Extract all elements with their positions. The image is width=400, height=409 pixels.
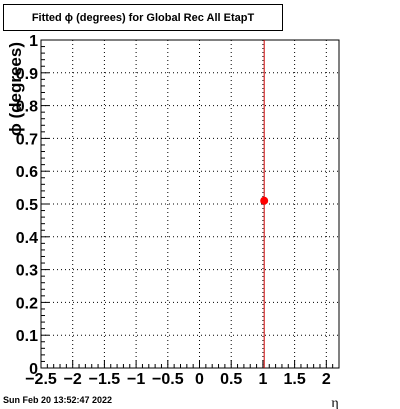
- data-point: [260, 196, 269, 205]
- timestamp: Sun Feb 20 13:52:47 2022: [3, 395, 113, 405]
- x-tick-label: 2: [322, 371, 331, 388]
- y-tick-label: 0.4: [16, 230, 38, 247]
- y-tick-label: 0.1: [16, 328, 38, 345]
- x-tick-label: 0: [195, 371, 204, 388]
- y-tick-label: 0.3: [16, 263, 38, 280]
- x-tick-label: 1.5: [283, 371, 305, 388]
- x-axis-label: η: [331, 396, 338, 409]
- y-tick-label: 0.8: [16, 99, 38, 116]
- y-tick-label: 0.7: [16, 131, 38, 148]
- chart-title: Fitted ϕ (degrees) for Global Rec All Et…: [31, 11, 255, 24]
- x-tick-label: −1.5: [89, 371, 121, 388]
- x-tick-label: 0.5: [220, 371, 242, 388]
- x-tick-label: −1: [127, 371, 145, 388]
- chart-title-box: Fitted ϕ (degrees) for Global Rec All Et…: [3, 4, 283, 31]
- y-tick-label: 0.2: [16, 295, 38, 312]
- x-tick-label: −2: [64, 371, 82, 388]
- y-tick-label: 0.6: [16, 164, 38, 181]
- x-tick-label: −2.5: [25, 371, 57, 388]
- y-tick-label: 0: [29, 361, 38, 378]
- y-tick-label: 0.9: [16, 66, 38, 83]
- y-tick-label: 1: [29, 33, 38, 50]
- y-tick-label: 0.5: [16, 197, 38, 214]
- x-tick-label: 1: [258, 371, 267, 388]
- y-axis-label: ϕ (degrees): [6, 42, 25, 136]
- x-tick-label: −0.5: [152, 371, 184, 388]
